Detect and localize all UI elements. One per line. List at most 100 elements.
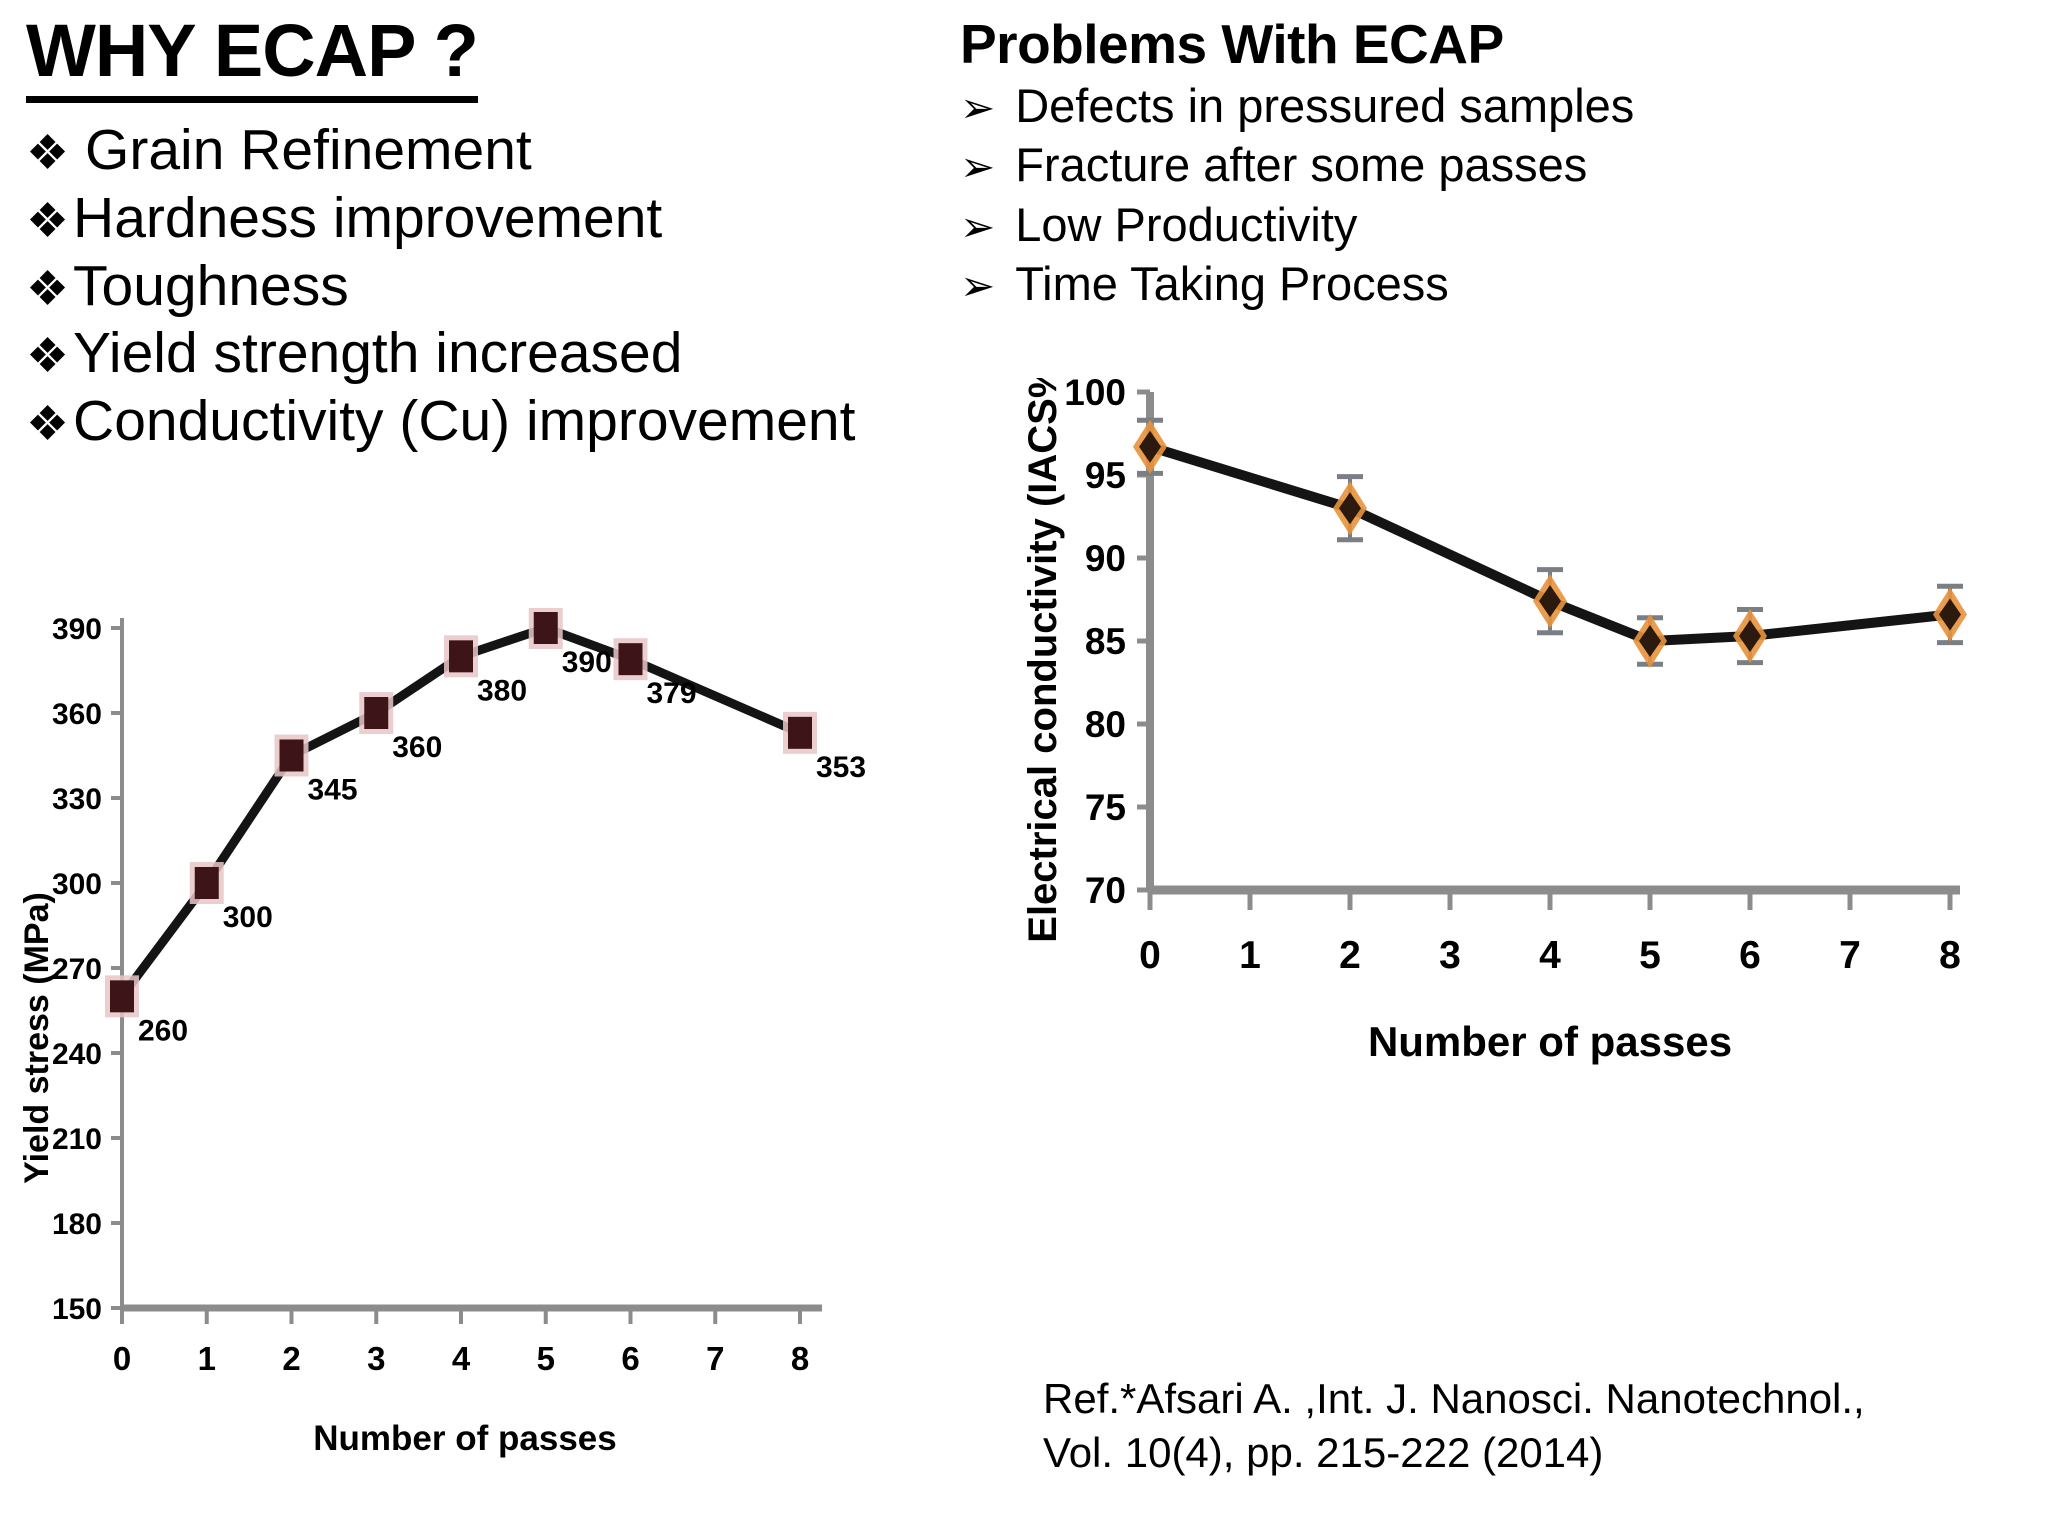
list-item-label: Time Taking Process <box>1015 257 1449 311</box>
data-point-label: 353 <box>816 751 866 784</box>
data-point-label: 345 <box>308 774 358 807</box>
chart-y-axis-label: Electrical conductivity (IACS%) <box>1021 378 1065 943</box>
data-marker <box>194 867 219 899</box>
y-tick-label: 70 <box>1085 870 1126 911</box>
x-tick-label: 6 <box>621 1340 639 1377</box>
section-title: Problems With ECAP <box>960 13 1504 75</box>
chart-tick-labels: 70 75 80 85 90 95 100 0 1 2 3 4 5 6 7 8 <box>1064 378 1961 977</box>
chart-series <box>105 608 817 1018</box>
list-item-label: Yield strength increased <box>73 321 683 386</box>
x-tick-label: 4 <box>1539 934 1561 977</box>
data-marker <box>1639 625 1661 657</box>
y-tick-label: 360 <box>52 698 102 731</box>
chart-x-axis-label: Number of passes <box>313 1419 616 1458</box>
y-tick-label: 85 <box>1085 621 1126 662</box>
chart-x-axis-label: Number of passes <box>1368 1018 1732 1065</box>
problems-bullet-list: ➢ Defects in pressured samples ➢ Fractur… <box>960 78 2030 312</box>
reference-line-2: Vol. 10(4), pp. 215-222 (2014) <box>1043 1428 1604 1476</box>
why-ecap-bullet-list: ❖ Grain Refinement ❖ Hardness improvemen… <box>26 117 1016 456</box>
diamond-bullet-icon: ❖ <box>26 127 70 180</box>
x-tick-label: 5 <box>537 1340 555 1377</box>
x-tick-label: 1 <box>198 1340 216 1377</box>
electrical-conductivity-chart-svg: 70 75 80 85 90 95 100 0 1 2 3 4 5 6 7 8 Electrical cond… <box>1021 378 1967 1065</box>
y-tick-label: 150 <box>52 1293 102 1326</box>
data-point-label: 300 <box>223 901 273 934</box>
list-item-label: Defects in pressured samples <box>1015 78 1635 132</box>
list-item: ➢ Low Productivity <box>960 197 2030 252</box>
y-tick-label: 210 <box>52 1123 102 1156</box>
x-tick-label: 0 <box>113 1340 131 1377</box>
list-item: ❖ Yield strength increased <box>26 320 1016 388</box>
x-tick-label: 8 <box>1939 934 1961 977</box>
arrow-bullet-icon: ➢ <box>960 261 996 311</box>
data-marker <box>1939 598 1961 631</box>
list-item: ❖ Hardness improvement <box>26 185 1016 253</box>
y-tick-label: 300 <box>52 868 102 901</box>
data-point-label: 260 <box>138 1014 188 1047</box>
y-tick-label: 75 <box>1085 787 1126 828</box>
x-tick-label: 5 <box>1639 934 1661 977</box>
list-item: ➢ Defects in pressured samples <box>960 78 2030 133</box>
list-item-label: Fracture after some passes <box>1015 138 1588 192</box>
data-marker <box>110 980 134 1013</box>
chart-point-labels: 260 300 345 360 380 390 379 353 <box>138 646 866 1047</box>
y-tick-label: 390 <box>52 613 102 646</box>
data-line <box>118 623 802 1000</box>
data-point-label: 380 <box>477 674 527 707</box>
data-marker <box>1339 492 1361 525</box>
y-tick-label: 330 <box>52 783 102 816</box>
arrow-bullet-icon: ➢ <box>960 142 996 192</box>
chart-series <box>1133 419 1967 668</box>
chart-axes <box>111 618 822 1324</box>
y-tick-label: 90 <box>1085 538 1126 579</box>
y-tick-label: 100 <box>1064 378 1126 413</box>
y-tick-label: 240 <box>52 1038 102 1071</box>
diamond-bullet-icon: ❖ <box>26 194 70 248</box>
chart-axes <box>1137 389 1960 910</box>
data-point-label: 379 <box>647 677 697 710</box>
data-marker <box>364 697 389 729</box>
chart-y-axis-label: Yield stress (MPa) <box>18 892 56 1184</box>
data-line <box>1148 442 1951 646</box>
arrow-bullet-icon: ➢ <box>960 201 996 251</box>
y-tick-label: 270 <box>52 953 102 986</box>
data-marker <box>1539 585 1561 618</box>
x-tick-label: 7 <box>1839 934 1861 977</box>
diamond-bullet-icon: ❖ <box>26 262 70 316</box>
x-tick-label: 0 <box>1139 934 1161 977</box>
arrow-bullet-icon: ➢ <box>960 82 996 132</box>
list-item-label: Toughness <box>73 253 349 318</box>
reference-line-1: Ref.*Afsari A. ,Int. J. Nanosci. Nanotec… <box>1043 1375 1865 1422</box>
data-marker <box>788 716 812 749</box>
y-tick-label: 180 <box>52 1208 102 1241</box>
x-tick-label: 6 <box>1739 934 1761 977</box>
x-tick-label: 7 <box>706 1340 724 1377</box>
reference-citation: Ref.*Afsari A. ,Int. J. Nanosci. Nanotec… <box>1043 1372 2003 1480</box>
list-item: ➢ Time Taking Process <box>960 256 2030 311</box>
data-marker <box>1139 430 1161 463</box>
list-item-label: Conductivity (Cu) improvement <box>73 389 856 454</box>
diamond-bullet-icon: ❖ <box>26 330 70 384</box>
data-marker <box>449 640 473 673</box>
list-item-label: Grain Refinement <box>85 118 532 182</box>
x-tick-label: 2 <box>1339 934 1361 977</box>
x-tick-label: 3 <box>1439 934 1461 977</box>
list-item: ➢ Fracture after some passes <box>960 137 2030 192</box>
x-tick-label: 1 <box>1239 934 1261 977</box>
list-item: ❖ Grain Refinement <box>26 117 1016 185</box>
diamond-bullet-icon: ❖ <box>26 398 70 452</box>
y-tick-label: 95 <box>1085 455 1126 496</box>
problems-with-ecap-section: Problems With ECAP ➢ Defects in pressure… <box>960 13 2030 312</box>
why-ecap-section: WHY ECAP ? ❖ Grain Refinement ❖ Hardness… <box>26 14 1016 456</box>
list-item-label: Low Productivity <box>1015 197 1358 251</box>
data-marker <box>1739 620 1761 653</box>
x-tick-label: 4 <box>452 1340 471 1377</box>
x-tick-label: 8 <box>791 1340 809 1377</box>
list-item-label: Hardness improvement <box>73 185 663 250</box>
x-tick-label: 3 <box>367 1340 385 1377</box>
data-marker <box>279 739 304 772</box>
list-item: ❖ Conductivity (Cu) improvement <box>26 388 1016 456</box>
